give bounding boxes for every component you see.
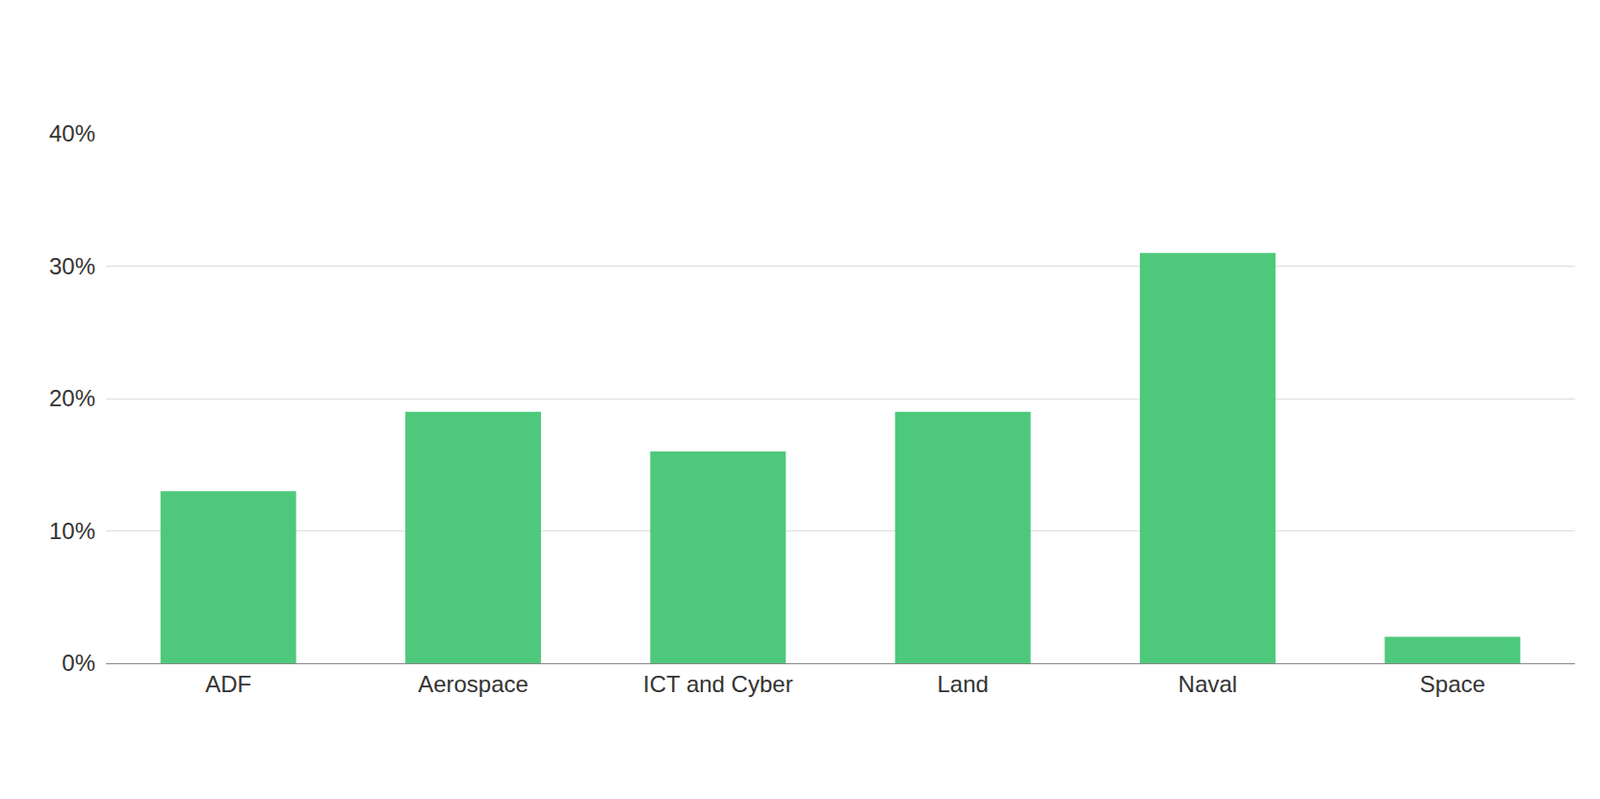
svg-text:20%: 20% bbox=[49, 385, 96, 412]
svg-text:0%: 0% bbox=[61, 649, 96, 676]
svg-text:Aerospace: Aerospace bbox=[417, 670, 529, 697]
svg-text:40%: 40% bbox=[49, 120, 96, 147]
svg-text:Space: Space bbox=[1419, 670, 1486, 697]
svg-text:30%: 30% bbox=[49, 253, 96, 280]
svg-text:ICT and Cyber: ICT and Cyber bbox=[643, 670, 794, 697]
svg-text:Naval: Naval bbox=[1178, 670, 1238, 697]
svg-text:10%: 10% bbox=[49, 517, 96, 544]
svg-text:ADF: ADF bbox=[205, 670, 252, 697]
svg-text:Land: Land bbox=[936, 670, 988, 697]
